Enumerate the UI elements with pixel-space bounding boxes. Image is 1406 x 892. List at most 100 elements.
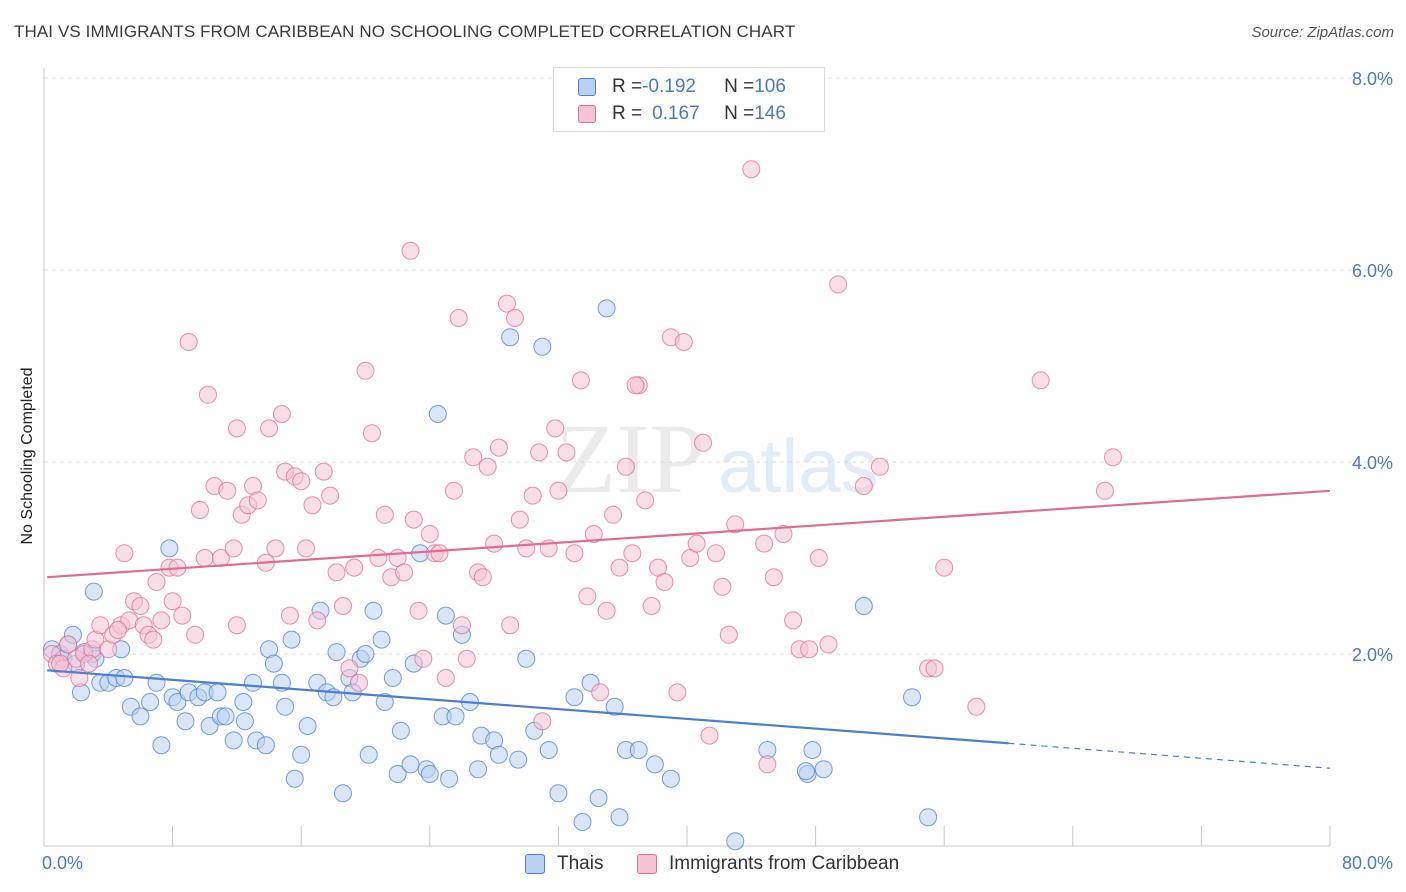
data-point — [186, 625, 205, 644]
data-point — [655, 573, 674, 591]
n-label: N = — [724, 103, 755, 124]
data-point — [549, 481, 568, 500]
data-point — [216, 707, 235, 726]
data-point — [505, 309, 524, 327]
data-point — [428, 405, 447, 423]
data-point — [160, 539, 179, 558]
data-point — [589, 789, 608, 807]
data-point — [80, 654, 99, 673]
data-point — [478, 457, 497, 476]
data-point — [533, 712, 552, 731]
data-point — [409, 601, 428, 620]
data-point — [292, 745, 311, 764]
thais-legend-swatch — [525, 854, 545, 874]
data-point — [115, 544, 134, 563]
data-point — [333, 784, 352, 803]
data-point — [356, 361, 375, 380]
data-point — [854, 477, 873, 495]
data-point — [420, 525, 439, 543]
data-point — [713, 577, 732, 596]
data-point — [764, 568, 783, 587]
data-point — [565, 688, 584, 707]
data-point — [404, 510, 423, 529]
thais-trend-extension — [1008, 742, 1331, 769]
r-label: R = — [612, 76, 643, 97]
data-point — [726, 515, 745, 534]
data-point — [224, 539, 243, 558]
x-tick-label: 0.0% — [42, 853, 83, 873]
data-point — [578, 587, 597, 606]
bottom-legend-thais: Thais — [525, 851, 603, 877]
caribbean-points — [43, 160, 1122, 774]
data-point — [539, 741, 558, 759]
data-point — [264, 654, 283, 673]
data-point — [449, 309, 468, 327]
data-point — [340, 659, 359, 678]
data-point — [523, 486, 542, 505]
data-point — [661, 769, 680, 788]
r-label: R = — [612, 103, 643, 124]
r-value: 0.167 — [652, 103, 700, 124]
data-point — [91, 616, 110, 635]
data-point — [803, 741, 822, 759]
data-point — [642, 597, 661, 615]
data-point — [292, 472, 311, 491]
data-point — [152, 736, 171, 755]
data-point — [446, 707, 465, 726]
data-point — [706, 544, 725, 563]
data-point — [755, 534, 774, 553]
data-point — [131, 707, 150, 726]
grid-lines — [44, 77, 1392, 655]
stats-legend: R = -0.192 N = 106 R = 0.167 N = 146 — [553, 67, 825, 132]
data-point — [227, 616, 246, 635]
data-point — [173, 606, 192, 625]
data-point — [383, 669, 402, 687]
data-point — [509, 750, 528, 769]
data-point — [726, 832, 745, 851]
data-point — [234, 693, 253, 711]
n-label: N = — [724, 76, 755, 97]
data-point — [345, 558, 364, 577]
data-point — [584, 525, 603, 543]
data-point — [473, 568, 492, 587]
data-point — [308, 611, 327, 630]
data-point — [208, 683, 227, 702]
data-point — [605, 697, 624, 716]
data-point — [597, 299, 616, 318]
data-point — [375, 505, 394, 524]
data-point — [280, 606, 299, 625]
data-point — [282, 630, 301, 649]
data-point — [147, 573, 166, 591]
data-point — [623, 544, 642, 563]
data-point — [276, 697, 295, 716]
data-point — [668, 683, 687, 702]
data-point — [530, 443, 549, 462]
data-point — [356, 645, 375, 663]
data-point — [401, 241, 420, 260]
data-point — [1103, 448, 1122, 467]
x-tick-label: 80.0% — [1342, 853, 1393, 873]
data-point — [452, 616, 471, 635]
data-point — [218, 481, 237, 500]
data-point — [935, 558, 954, 577]
data-point — [645, 755, 664, 774]
data-point — [414, 649, 433, 668]
data-point — [674, 333, 693, 351]
data-point — [152, 611, 171, 630]
n-value: 106 — [754, 76, 786, 97]
data-point — [147, 673, 166, 692]
thais-swatch — [578, 78, 596, 96]
caribbean-trend-line — [47, 489, 1331, 579]
source-label: Source: ZipAtlas.com — [1251, 24, 1394, 41]
r-value: -0.192 — [642, 76, 696, 97]
data-point — [967, 697, 986, 716]
data-point — [565, 544, 584, 563]
data-point — [1095, 481, 1114, 500]
y-tick-label: 4.0% — [1352, 453, 1393, 473]
data-point — [636, 491, 655, 510]
data-point — [235, 712, 254, 731]
data-point — [557, 443, 576, 462]
data-point — [163, 592, 182, 611]
data-point — [243, 673, 262, 692]
